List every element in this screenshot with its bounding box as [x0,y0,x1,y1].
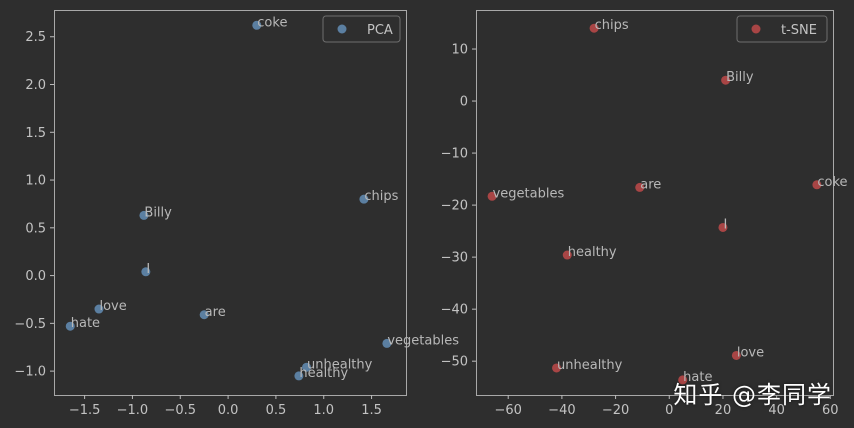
tsne-y-tick-label: −50 [441,355,468,370]
pca-point-label-unhealthy: unhealthy [307,357,373,372]
pca-y-tick-label: −1.0 [14,365,46,380]
tsne-x-tick-label: 20 [715,403,732,418]
pca-point-billy [139,210,149,220]
pca-point-label-are: are [205,305,226,320]
pca-point-label-i: I [146,262,150,277]
tsne-point-i [718,222,728,232]
tsne-point-label-vegetables: vegetables [493,186,565,201]
pca-legend: PCA [322,15,401,43]
pca-point-coke [252,20,262,30]
tsne-point-label-love: love [737,345,764,360]
tsne-point-label-billy: Billy [726,70,754,85]
tsne-x-tick-label: 0 [665,403,673,418]
tsne-x-tick-label: 40 [768,403,785,418]
tsne-point-label-coke: coke [817,175,847,190]
tsne-point-label-i: I [723,217,727,232]
tsne-y-tick-label: 0 [460,95,468,110]
tsne-axes: −60 −40 −20 0 20 40 60 −50 −40 −30 −20 −10 0 10 chips B… [441,10,848,418]
pca-point-label-hate: hate [71,316,100,331]
tsne-legend-label: t-SNE [781,23,817,38]
pca-point-label-love: love [99,299,126,314]
pca-axes-frame [54,10,407,396]
tsne-axes-frame [476,10,834,396]
pca-point-vegetables [382,338,392,348]
pca-point-i [141,267,151,277]
tsne-point-vegetables [487,191,497,201]
tsne-x-tick-label: 60 [822,403,839,418]
tsne-legend-box [736,15,828,43]
tsne-y-tick-label: −10 [441,147,468,162]
tsne-point-billy [721,75,731,85]
pca-y-tick-label: −0.5 [14,317,46,332]
tsne-point-healthy [562,250,572,260]
tsne-y-tick-label: −20 [441,199,468,214]
tsne-point-label-chips: chips [595,18,629,33]
tsne-point-label-hate: hate [683,370,712,385]
tsne-point-are [635,182,645,192]
tsne-y-tick-label: −40 [441,303,468,318]
pca-legend-label: PCA [367,23,393,38]
tsne-point-chips [589,23,599,33]
pca-point-love [94,304,104,314]
pca-point-label-chips: chips [364,189,398,204]
tsne-x-tick-label: −20 [602,403,629,418]
tsne-point-coke [812,180,822,190]
pca-x-tick-label: 1.5 [361,403,382,418]
pca-x-tick-label: −1.0 [117,403,149,418]
pca-point-label-coke: coke [257,15,287,30]
pca-x-tick-label: 1.0 [313,403,334,418]
pca-x-tick-label: −1.5 [69,403,101,418]
tsne-legend-marker [751,24,761,34]
pca-point-chips [359,194,369,204]
pca-point-label-billy: Billy [144,205,172,220]
pca-x-tick-label: 0.5 [266,403,287,418]
pca-legend-box [322,15,401,43]
tsne-y-tick-label: 10 [451,43,468,58]
tsne-legend: t-SNE [736,15,828,43]
pca-point-unhealthy [302,362,312,372]
pca-y-tick-label: 2.5 [25,30,46,45]
watermark-text: 知乎 @李同学 [673,381,832,409]
pca-point-label-healthy: healthy [299,366,348,381]
pca-point-label-vegetables: vegetables [387,333,459,348]
pca-x-tick-label: −0.5 [164,403,196,418]
tsne-point-label-are: are [640,177,661,192]
tsne-point-hate [678,375,688,385]
pca-y-tick-label: 0.5 [25,221,46,236]
tsne-point-unhealthy [552,363,562,373]
pca-y-tick-label: 1.5 [25,126,46,141]
tsne-point-label-healthy: healthy [568,245,617,260]
pca-point-healthy [294,371,304,381]
tsne-point-label-unhealthy: unhealthy [557,358,623,373]
tsne-y-tick-label: −30 [441,251,468,266]
pca-point-hate [65,321,75,331]
pca-x-tick-label: 0.0 [218,403,239,418]
tsne-x-tick-label: −60 [494,403,521,418]
pca-legend-marker [337,24,347,34]
pca-axes: −1.5 −1.0 −0.5 0.0 0.5 1.0 1.5 −1.0 −0.5 0.0 0.5 1.… [14,10,459,418]
pca-y-tick-label: 1.0 [25,174,46,189]
tsne-x-tick-label: −40 [548,403,575,418]
pca-y-tick-label: 0.0 [25,269,46,284]
pca-y-tick-label: 2.0 [25,78,46,93]
tsne-point-love [731,350,741,360]
pca-point-are [199,310,209,320]
